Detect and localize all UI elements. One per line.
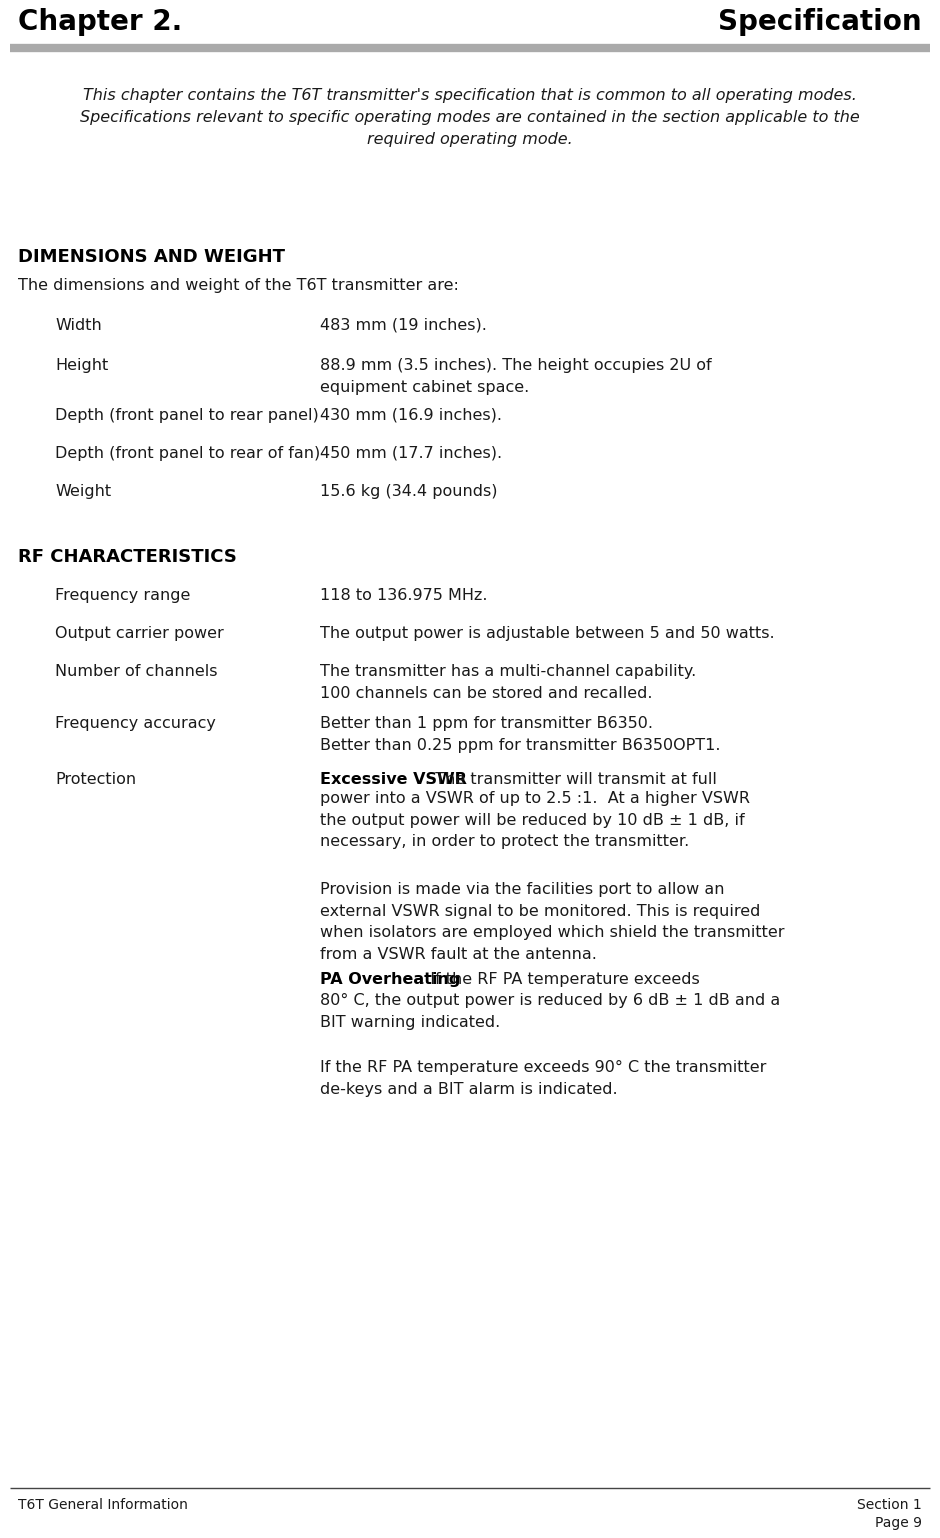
Text: Height: Height xyxy=(55,358,108,374)
Text: Frequency range: Frequency range xyxy=(55,588,191,603)
Text: Page 9: Page 9 xyxy=(875,1516,922,1530)
Text: The output power is adjustable between 5 and 50 watts.: The output power is adjustable between 5… xyxy=(320,626,775,641)
Text: Better than 1 ppm for transmitter B6350.
Better than 0.25 ppm for transmitter B6: Better than 1 ppm for transmitter B6350.… xyxy=(320,717,720,752)
Text: DIMENSIONS AND WEIGHT: DIMENSIONS AND WEIGHT xyxy=(18,248,285,266)
Text: RF CHARACTERISTICS: RF CHARACTERISTICS xyxy=(18,548,237,566)
Text: Number of channels: Number of channels xyxy=(55,664,217,678)
Text: Provision is made via the facilities port to allow an
external VSWR signal to be: Provision is made via the facilities por… xyxy=(320,881,785,961)
Text: PA Overheating: PA Overheating xyxy=(320,972,461,987)
Text: This chapter contains the T6T transmitter's specification that is common to all : This chapter contains the T6T transmitte… xyxy=(83,88,857,103)
Text: Depth (front panel to rear of fan): Depth (front panel to rear of fan) xyxy=(55,446,321,461)
Text: 80° C, the output power is reduced by 6 dB ± 1 dB and a
BIT warning indicated.: 80° C, the output power is reduced by 6 … xyxy=(320,994,780,1029)
Text: Excessive VSWR: Excessive VSWR xyxy=(320,772,467,787)
Text: . The transmitter will transmit at full: . The transmitter will transmit at full xyxy=(425,772,717,787)
Text: power into a VSWR of up to 2.5 :1.  At a higher VSWR
the output power will be re: power into a VSWR of up to 2.5 :1. At a … xyxy=(320,791,750,849)
Text: Protection: Protection xyxy=(55,772,136,787)
Text: 88.9 mm (3.5 inches). The height occupies 2U of
equipment cabinet space.: 88.9 mm (3.5 inches). The height occupie… xyxy=(320,358,712,395)
Text: The transmitter has a multi-channel capability.
100 channels can be stored and r: The transmitter has a multi-channel capa… xyxy=(320,664,697,701)
Text: Weight: Weight xyxy=(55,484,111,498)
Text: 483 mm (19 inches).: 483 mm (19 inches). xyxy=(320,318,487,334)
Text: Specification: Specification xyxy=(718,8,922,35)
Text: Section 1: Section 1 xyxy=(857,1498,922,1512)
Text: Specifications relevant to specific operating modes are contained in the section: Specifications relevant to specific oper… xyxy=(80,111,860,125)
Text: 118 to 136.975 MHz.: 118 to 136.975 MHz. xyxy=(320,588,488,603)
Text: Output carrier power: Output carrier power xyxy=(55,626,224,641)
Text: 15.6 kg (34.4 pounds): 15.6 kg (34.4 pounds) xyxy=(320,484,497,498)
Text: 430 mm (16.9 inches).: 430 mm (16.9 inches). xyxy=(320,408,502,423)
Text: The dimensions and weight of the T6T transmitter are:: The dimensions and weight of the T6T tra… xyxy=(18,278,459,294)
Text: Chapter 2.: Chapter 2. xyxy=(18,8,182,35)
Text: . If the RF PA temperature exceeds: . If the RF PA temperature exceeds xyxy=(420,972,699,987)
Text: 450 mm (17.7 inches).: 450 mm (17.7 inches). xyxy=(320,446,502,461)
Text: T6T General Information: T6T General Information xyxy=(18,1498,188,1512)
Text: If the RF PA temperature exceeds 90° C the transmitter
de-keys and a BIT alarm i: If the RF PA temperature exceeds 90° C t… xyxy=(320,1060,766,1097)
Text: Frequency accuracy: Frequency accuracy xyxy=(55,717,216,731)
Text: required operating mode.: required operating mode. xyxy=(368,132,572,148)
Text: Width: Width xyxy=(55,318,102,334)
Text: Depth (front panel to rear panel): Depth (front panel to rear panel) xyxy=(55,408,319,423)
